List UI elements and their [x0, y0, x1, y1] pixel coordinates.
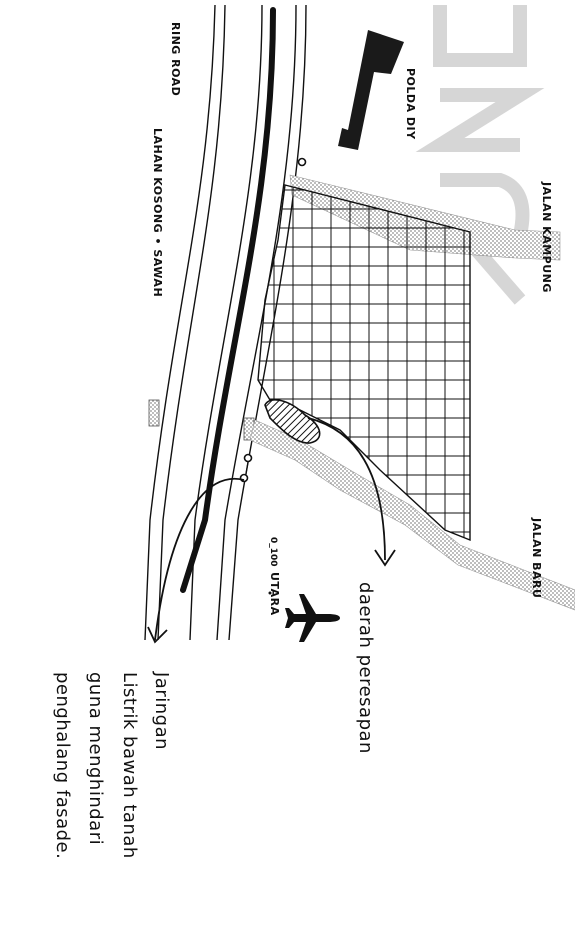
- jalan-kampung-label: JALAN KAMPUNG: [540, 181, 553, 293]
- jalan-baru-label: JALAN BARU: [530, 517, 543, 598]
- jaringan-note-line-3: guna menghindari: [85, 672, 106, 845]
- airplane-icon: [285, 594, 340, 642]
- daerah-note: daerah peresapan: [355, 582, 376, 754]
- stray-dot: [268, 591, 272, 595]
- north-label: UTARA: [268, 572, 281, 616]
- plot-outline: [257, 184, 471, 542]
- polda-label: POLDA DIY: [404, 68, 417, 140]
- jalan-baru-road: [249, 419, 575, 611]
- jaringan-note-line-2: Listrik bawah tanah: [119, 672, 140, 859]
- ring-road-label: RING ROAD: [169, 22, 182, 96]
- jaringan-note-line-1: Jaringan: [151, 671, 172, 750]
- arrow-icon: [147, 417, 396, 644]
- road-marker: [148, 399, 160, 427]
- road-centerline: [180, 7, 276, 593]
- scale-label: 0_100: [268, 537, 278, 567]
- jaringan-note-line-4: penghalang fasade.: [52, 672, 73, 859]
- pole-connector: [245, 461, 249, 475]
- seepage-area: [264, 399, 321, 444]
- polda-building: [338, 30, 404, 150]
- lahan-label: LAHAN KOSONG • SAWAH: [151, 128, 164, 297]
